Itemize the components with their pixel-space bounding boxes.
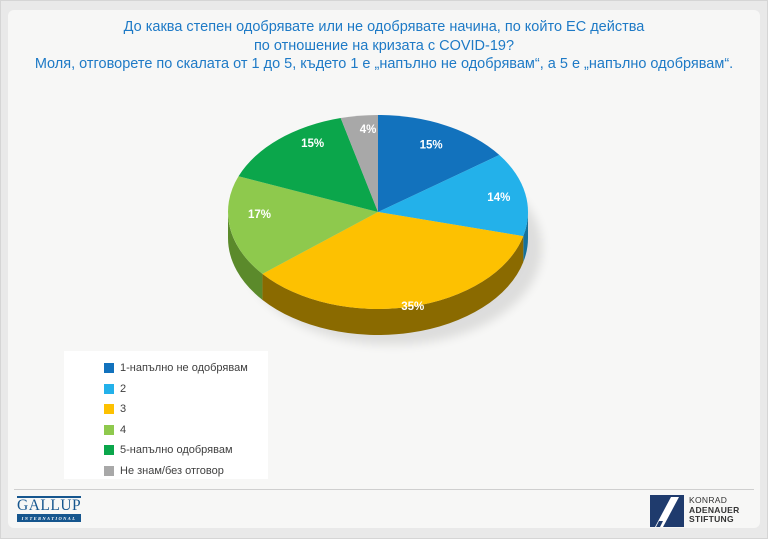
legend-label: 5-напълно одобрявам (120, 444, 233, 457)
legend-item: 5-напълно одобрявам (64, 440, 268, 461)
title-line-2: по отношение на кризата с COVID-19? (253, 37, 515, 54)
legend-item: 3 (64, 399, 268, 420)
legend-swatch (104, 383, 114, 394)
legend-label: 4 (120, 423, 127, 436)
kas-logo-line1: KONRAD (689, 495, 728, 505)
legend-swatch (104, 404, 114, 415)
legend-item: 2 (64, 379, 268, 400)
legend-swatch (104, 445, 114, 456)
legend-label: 3 (120, 403, 127, 416)
legend-item: 4 (64, 420, 268, 441)
gallup-logo-name: GALLUP (17, 496, 82, 514)
kas-logo-line2: ADENAUER (689, 504, 740, 515)
legend-label: 1-напълно не одобрявам (120, 362, 248, 375)
gallup-logo-subname: INTERNATIONAL (17, 514, 81, 522)
footer-divider (14, 489, 754, 490)
legend-swatch (104, 424, 114, 435)
legend-item: Не знам/без отговор (64, 461, 268, 482)
title-line-1: До каква степен одобрявате или не одобря… (123, 19, 645, 35)
kas-logo-text: KONRAD ADENAUER STIFTUNG (689, 495, 740, 525)
gallup-logo: GALLUP INTERNATIONAL (17, 496, 81, 522)
kas-emblem-icon (650, 495, 684, 527)
chart-title: До каква степен одобрявате или не одобря… (8, 18, 760, 74)
legend-label: 2 (120, 382, 127, 395)
legend-label: Не знам/без отговор (120, 464, 224, 477)
legend: 1-напълно не одобрявам 2 3 4 5-напълно одобр… (64, 351, 268, 479)
kas-logo-line3: STIFTUNG (689, 514, 734, 524)
legend-swatch (104, 363, 114, 374)
legend-swatch (104, 465, 114, 476)
title-line-3: Моля, отговорете по скалата от 1 до 5, к… (34, 56, 734, 72)
kas-logo: KONRAD ADENAUER STIFTUNG (650, 495, 740, 527)
legend-item: 1-напълно не одобрявам (64, 358, 268, 379)
